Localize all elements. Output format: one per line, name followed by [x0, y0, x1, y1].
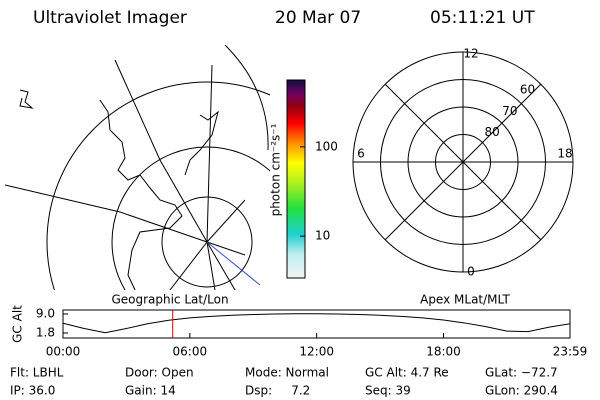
altitude-line: [62, 313, 571, 334]
status-field: Flt: LBHL: [10, 366, 64, 380]
colorbar-tick-label: 100: [315, 139, 338, 153]
status-field: GLon: 290.4: [485, 384, 558, 398]
panel-label: Apex MLat/MLT: [420, 293, 510, 307]
status-field: Mode: Normal: [245, 366, 329, 380]
status-field: Door: Open: [125, 366, 194, 380]
x-tick-label: 23:59: [553, 345, 588, 359]
status-field: Seq: 39: [365, 384, 411, 398]
x-tick-label: 06:00: [173, 345, 208, 359]
map: [5, 44, 270, 290]
mlt-label: 18: [557, 147, 572, 161]
mlt-label: 12: [463, 47, 478, 61]
polar-ring-label: 70: [502, 104, 517, 118]
polar-ring-label: 60: [520, 83, 535, 97]
title: Ultraviolet Imager: [33, 8, 187, 28]
mlt-label: 6: [357, 147, 365, 161]
status-field: IP: 36.0: [10, 384, 55, 398]
x-tick-label: 18:00: [426, 345, 461, 359]
mlt-label: 0: [467, 265, 475, 279]
status-field: Dsp: 7.2: [245, 384, 310, 398]
colorbar-tick-label: 10: [315, 229, 330, 243]
time: 05:11:21 UT: [430, 8, 535, 28]
y-axis-label: GC Alt: [11, 305, 25, 343]
status-field: GLat: −72.7: [485, 366, 558, 380]
colorbar: [286, 79, 306, 279]
y-tick-label: 9.0: [36, 306, 55, 320]
y-tick-label: 1.8: [36, 325, 55, 339]
x-tick-label: 12:00: [299, 345, 334, 359]
status-field: GC Alt: 4.7 Re: [365, 366, 449, 380]
panel-label: Geographic Lat/Lon: [111, 293, 228, 307]
status-field: Gain: 14: [125, 384, 176, 398]
date: 20 Mar 07: [275, 8, 361, 28]
colorbar-label: photon cm⁻²s⁻¹: [269, 123, 283, 216]
x-tick-label: 00:00: [46, 345, 81, 359]
